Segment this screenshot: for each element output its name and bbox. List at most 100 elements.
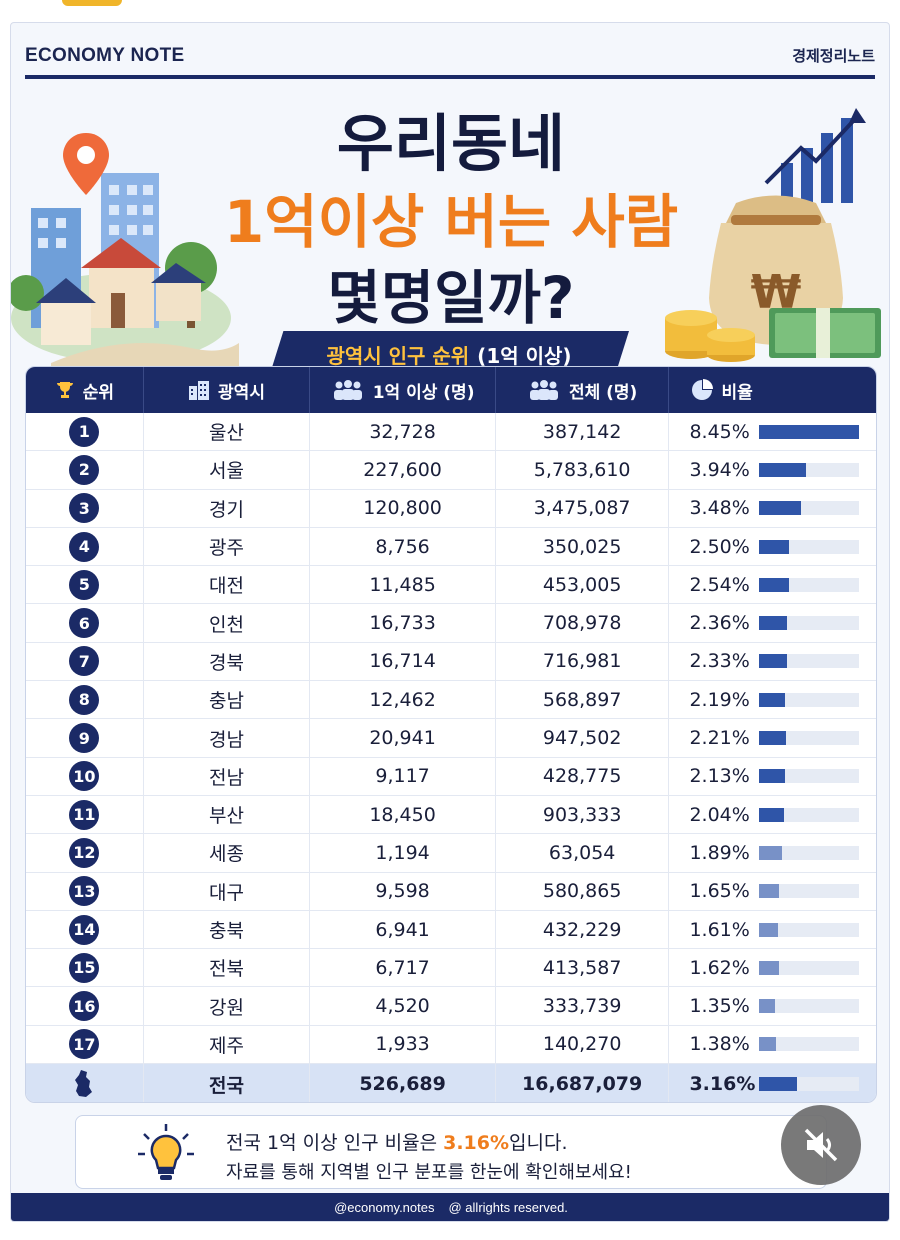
- total-cell: 333,739: [496, 987, 670, 1025]
- table-row: 5 대전 11,485 453,005 2.54%: [26, 566, 876, 605]
- total-cell: 428,775: [496, 757, 670, 795]
- ratio-cell: 2.04%: [669, 796, 876, 833]
- ratio-bar-track: [759, 501, 860, 516]
- ratio-value: 2.50%: [689, 535, 750, 558]
- high-earners-cell: 12,462: [310, 681, 496, 719]
- city-cell: 대전: [144, 566, 311, 604]
- ratio-value: 8.45%: [689, 420, 750, 443]
- rank-cell: 16: [26, 987, 144, 1025]
- ratio-bar-fill: [759, 884, 779, 899]
- table-row: 11 부산 18,450 903,333 2.04%: [26, 795, 876, 835]
- ratio-cell: 1.35%: [669, 987, 876, 1024]
- table-row: 14 충북 6,941 432,229 1.61%: [26, 910, 876, 950]
- ratio-bar-track: [759, 960, 860, 975]
- city-cell: 세종: [144, 834, 311, 872]
- total-cell: 453,005: [496, 566, 670, 604]
- ratio-bar-track: [759, 654, 860, 669]
- footer-rights: @ allrights reserved.: [448, 1199, 568, 1215]
- total-ratio-cell: 3.16%: [669, 1064, 876, 1102]
- ratio-cell: 1.61%: [669, 911, 876, 948]
- trophy-icon: [56, 382, 73, 398]
- total-city: 전국: [144, 1064, 311, 1102]
- total-cell: 413,587: [496, 949, 670, 987]
- total-cell: 947,502: [496, 719, 670, 757]
- ratio-bar-fill: [759, 845, 782, 860]
- high-earners-cell: 1,194: [310, 834, 496, 872]
- ratio-cell: 3.94%: [669, 451, 876, 488]
- city-cell: 제주: [144, 1025, 311, 1064]
- ribbon-rest: (1억 이상): [477, 343, 572, 368]
- ratio-bar-track: [759, 999, 860, 1014]
- cash-stack-icon: [769, 308, 881, 358]
- ratio-cell: 2.21%: [669, 719, 876, 756]
- table-row-total: 전국 526,689 16,687,079 3.16%: [26, 1064, 876, 1102]
- total-ratio: 3.16%: [689, 1073, 756, 1096]
- people-icon: [333, 380, 362, 400]
- ratio-bar-track: [759, 884, 860, 899]
- summary-note: 전국 1억 이상 인구 비율은 3.16%입니다. 자료를 통해 지역별 인구 …: [75, 1115, 827, 1189]
- city-cell: 울산: [144, 413, 311, 451]
- rank-cell: 6: [26, 604, 144, 642]
- table-row: 15 전북 6,717 413,587 1.62%: [26, 949, 876, 988]
- ratio-cell: 2.19%: [669, 681, 876, 718]
- ribbon-highlight: 광역시 인구 순위: [326, 343, 470, 368]
- ratio-bar-fill: [759, 731, 786, 746]
- ratio-cell: 1.65%: [669, 873, 876, 910]
- table-row: 13 대구 9,598 580,865 1.65%: [26, 872, 876, 911]
- ratio-value: 3.94%: [689, 458, 750, 481]
- total-cell: 716,981: [496, 642, 670, 681]
- ratio-value: 1.62%: [689, 956, 750, 979]
- ratio-bar-track: [759, 539, 860, 554]
- location-pin-icon: [63, 133, 109, 195]
- header-high-earners: 1억 이상 (명): [310, 367, 496, 413]
- rank-badge: 12: [69, 837, 100, 868]
- ratio-bar-fill: [759, 577, 790, 592]
- high-earners-cell: 4,520: [310, 987, 496, 1025]
- rank-badge: 1: [69, 416, 100, 447]
- total-cell: 580,865: [496, 872, 670, 910]
- ratio-bar-track: [759, 692, 860, 707]
- rank-badge: 15: [69, 952, 100, 983]
- rank-badge: 16: [69, 991, 100, 1022]
- rank-badge: 8: [69, 684, 100, 715]
- rank-badge: 4: [69, 531, 100, 562]
- rank-cell: 14: [26, 910, 144, 949]
- rank-cell: 17: [26, 1025, 144, 1064]
- rank-cell: 11: [26, 795, 144, 834]
- ratio-value: 2.54%: [689, 573, 750, 596]
- table-row: 4 광주 8,756 350,025 2.50%: [26, 527, 876, 567]
- ratio-value: 2.04%: [689, 803, 750, 826]
- ratio-bar-fill: [759, 424, 860, 439]
- rank-badge: 3: [69, 493, 100, 524]
- rank-badge: 13: [69, 876, 100, 907]
- ratio-value: 2.19%: [689, 688, 750, 711]
- ratio-bar-fill: [759, 1077, 797, 1092]
- city-cell: 충북: [144, 910, 311, 949]
- header-divider: [25, 75, 875, 79]
- ratio-cell: 2.36%: [669, 604, 876, 641]
- ratio-bar-track: [759, 845, 860, 860]
- ratio-bar-track: [759, 1037, 860, 1052]
- header-ratio: 비율: [669, 367, 876, 413]
- ratio-bar-track: [759, 424, 860, 439]
- rank-badge: 9: [69, 723, 100, 754]
- total-cell: 350,025: [496, 527, 670, 566]
- ratio-value: 1.38%: [689, 1033, 750, 1056]
- rank-cell: 4: [26, 527, 144, 566]
- ratio-cell: 8.45%: [669, 413, 876, 450]
- note-line-2: 자료를 통해 지역별 인구 분포를 한눈에 확인해보세요!: [226, 1162, 632, 1183]
- mute-button[interactable]: [781, 1105, 861, 1185]
- table-row: 3 경기 120,800 3,475,087 3.48%: [26, 489, 876, 528]
- city-cell: 경남: [144, 719, 311, 757]
- city-cell: 전남: [144, 757, 311, 795]
- lightbulb-icon: [138, 1124, 194, 1180]
- ratio-value: 2.36%: [689, 612, 750, 635]
- city-cell: 강원: [144, 987, 311, 1025]
- city-cell: 부산: [144, 795, 311, 834]
- ratio-bar-fill: [759, 462, 807, 477]
- ratio-value: 2.21%: [689, 727, 750, 750]
- table-row: 9 경남 20,941 947,502 2.21%: [26, 719, 876, 758]
- ratio-value: 1.89%: [689, 841, 750, 864]
- table-row: 16 강원 4,520 333,739 1.35%: [26, 987, 876, 1026]
- rank-badge: 11: [69, 799, 100, 830]
